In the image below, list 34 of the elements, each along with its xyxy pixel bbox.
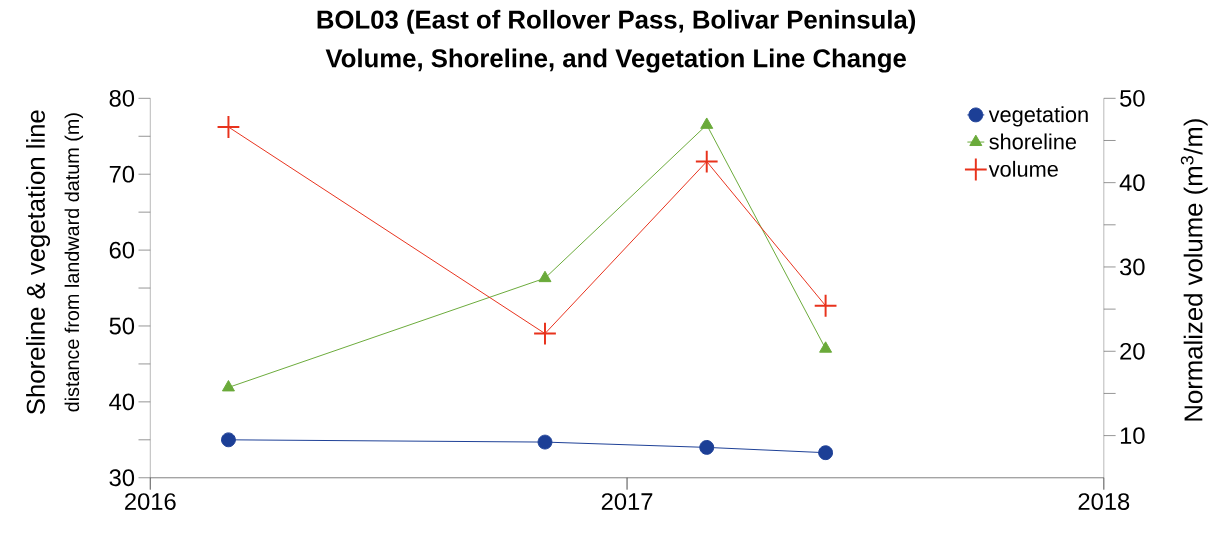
legend-label: shoreline	[989, 133, 1077, 150]
legend-label: volume	[988, 160, 1058, 177]
point	[814, 294, 837, 317]
y2-tick-label: 10	[1120, 427, 1145, 444]
point	[534, 322, 556, 345]
chart-subtitle: Volume, Shoreline, and Vegetation Line Change	[325, 48, 906, 73]
y-tick-label: 30	[109, 469, 135, 486]
y-axis-title: Shoreline & vegetation line	[26, 110, 51, 414]
y-tick-label: 50	[109, 317, 135, 335]
point	[221, 379, 235, 392]
point	[819, 341, 833, 353]
y2-tick-label: 20	[1120, 342, 1145, 360]
y2-tick-label: 50	[1120, 89, 1145, 107]
point	[217, 115, 240, 138]
y-tick-label: 70	[109, 165, 135, 183]
y-tick-label: 40	[109, 393, 135, 411]
x-tick-label: 2016	[125, 492, 176, 510]
point	[695, 150, 718, 173]
legend-label: vegetation	[988, 106, 1088, 127]
y-tick-label: 80	[109, 89, 135, 107]
text: distance from landward datum (m)	[64, 113, 84, 412]
point	[700, 117, 714, 129]
y2-tick-label: 30	[1120, 258, 1145, 276]
point	[221, 432, 236, 448]
y2-tick-label: 40	[1119, 174, 1145, 191]
point	[538, 270, 552, 282]
point	[818, 445, 834, 460]
chart-title: BOL03 (East of Rollover Pass, Bolivar Peninsula)	[317, 9, 916, 34]
point	[699, 439, 715, 455]
y2-axis-title: Normalized volume (m$^{3}$/m)	[1180, 119, 1208, 421]
y-tick-label: 60	[109, 241, 135, 259]
x-tick-label: 2018	[1078, 492, 1130, 510]
point	[537, 434, 553, 450]
x-tick-label: 2017	[601, 492, 653, 510]
